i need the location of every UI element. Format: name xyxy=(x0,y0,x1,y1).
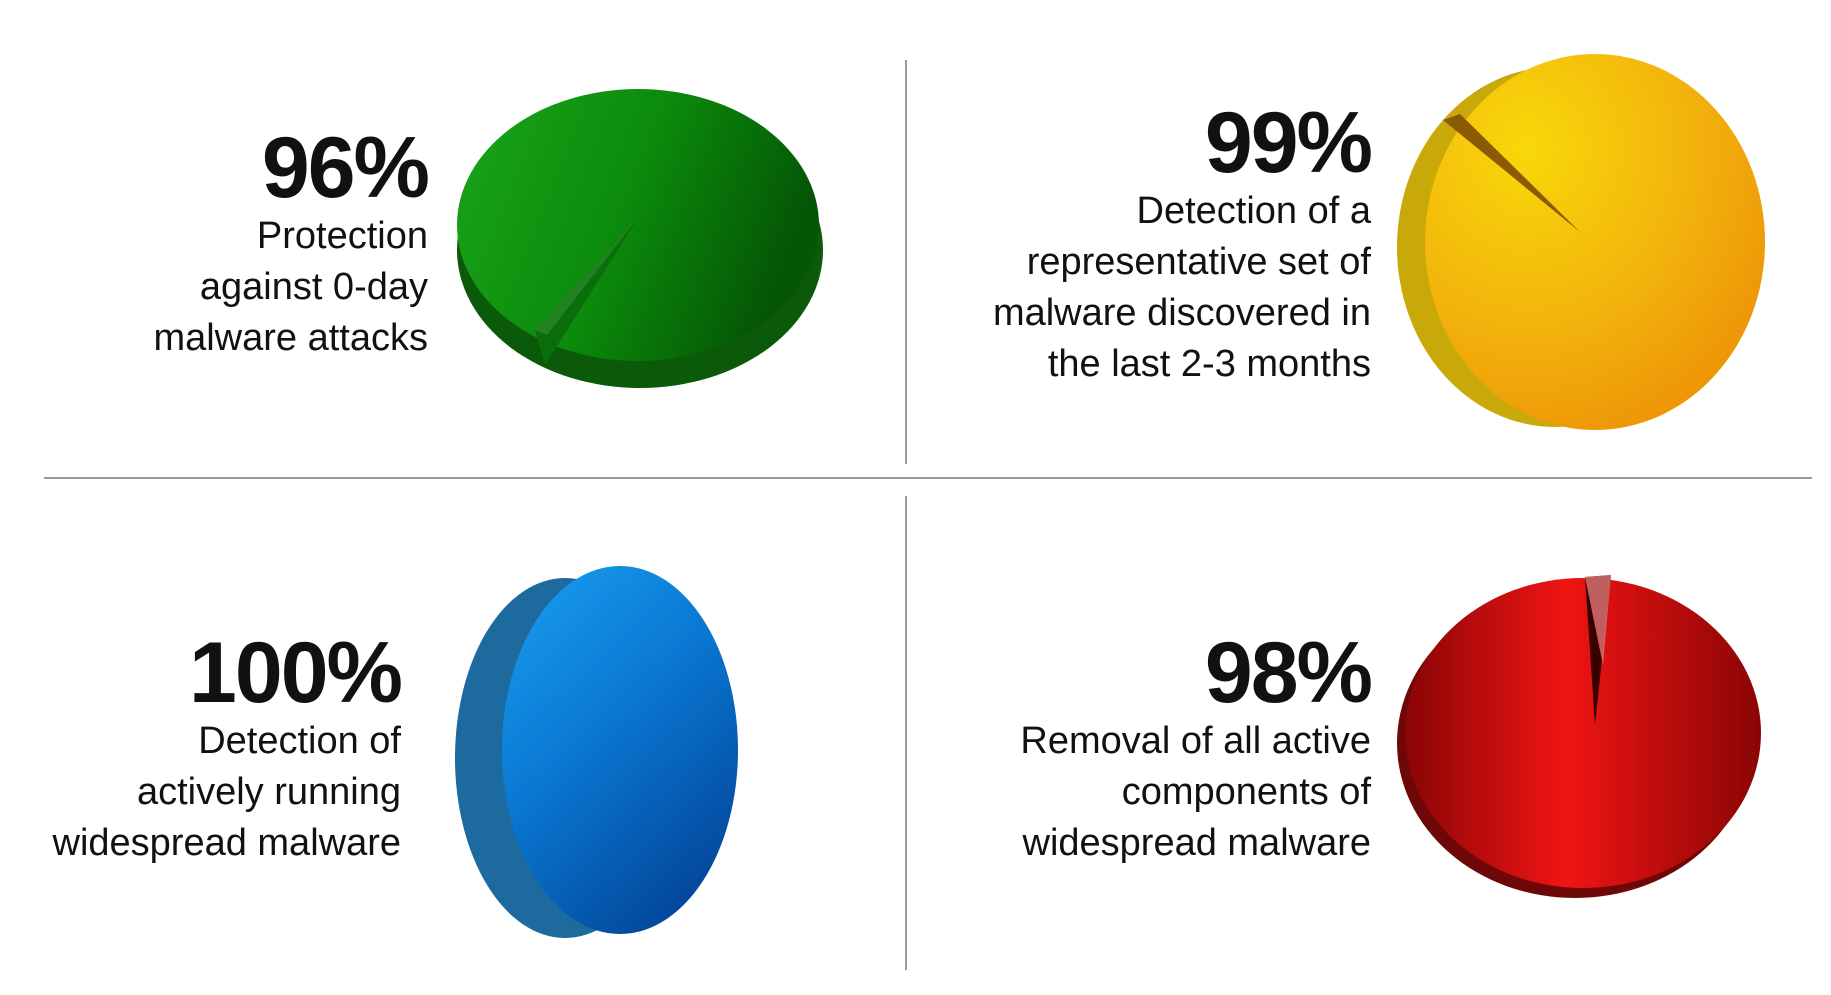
pie-slice-small xyxy=(1585,575,1611,665)
vertical-divider-top xyxy=(905,60,907,464)
stat-zero-day: 96% Protection against 0-day malware att… xyxy=(153,120,430,364)
stat-recent-malware: 99% Detection of a representative set of… xyxy=(992,95,1373,390)
pie-slice-main xyxy=(1405,578,1761,888)
stat-description: Protection against 0-day malware attacks xyxy=(153,215,428,359)
stat-description: Removal of all active components of wide… xyxy=(1020,720,1371,864)
pie-slice-main xyxy=(502,566,738,934)
vertical-divider-bottom xyxy=(905,496,907,970)
pie-slice-main xyxy=(1425,54,1765,430)
percentage-value: 100% xyxy=(189,625,403,721)
stat-description: Detection of a representative set of mal… xyxy=(992,190,1371,385)
pie-chart-yellow xyxy=(1397,54,1765,430)
pie-chart-blue xyxy=(455,566,738,938)
horizontal-divider xyxy=(44,477,1812,479)
percentage-value: 99% xyxy=(1204,95,1373,191)
stat-description: Detection of actively running widespread… xyxy=(52,720,402,864)
pie-chart-green xyxy=(457,89,823,388)
pie-slice-small xyxy=(535,215,640,335)
stat-removal: 98% Removal of all active components of … xyxy=(1020,625,1373,869)
percentage-value: 96% xyxy=(261,120,430,216)
percentage-value: 98% xyxy=(1204,625,1373,721)
pie-slice-main xyxy=(457,89,819,361)
pie-slice-gap xyxy=(535,215,640,365)
pie-chart-red xyxy=(1397,575,1761,898)
stat-active-malware: 100% Detection of actively running wides… xyxy=(52,625,403,869)
pie-slice-small xyxy=(1443,114,1580,232)
